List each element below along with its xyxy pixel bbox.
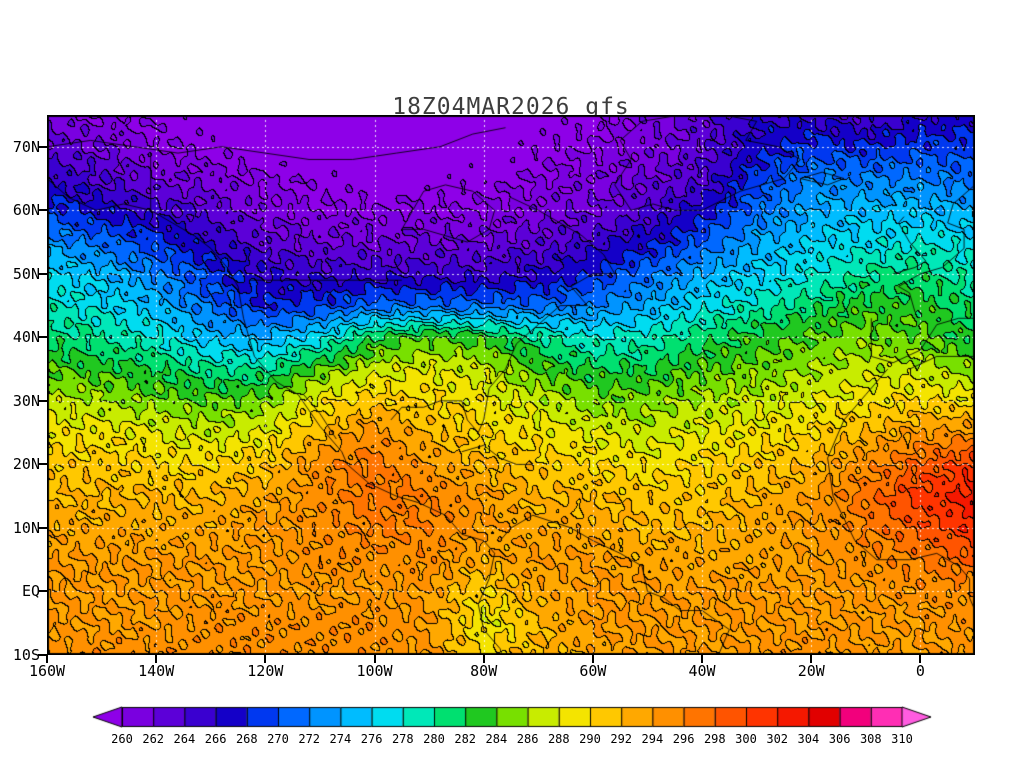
colorbar-label-298: 298 [703,732,726,746]
colorbar-label-274: 274 [329,732,352,746]
lon-tick [373,655,376,663]
colorbar-label-290: 290 [579,732,601,746]
colorbar-label-266: 266 [204,732,227,746]
colorbar-label-300: 300 [735,732,757,746]
lat-label-10S: 10S [12,646,40,664]
lon-tick [919,655,922,663]
lat-tick [38,590,47,593]
lat-tick [38,336,47,339]
colorbar-label-276: 276 [360,732,383,746]
lat-tick [38,399,47,402]
colorbar-label-292: 292 [610,732,633,746]
lat-label-60N: 60N [12,201,40,220]
lat-label-10N: 10N [12,518,40,537]
lat-tick [38,145,47,148]
lat-label-70N: 70N [12,137,40,156]
lat-tick [38,463,47,466]
colorbar-label-310: 310 [891,732,913,746]
lon-label-0: 0 [915,662,925,680]
colorbar-label-304: 304 [797,732,820,746]
colorbar-label-278: 278 [391,732,414,746]
lat-tick [38,654,47,656]
lat-label-50N: 50N [12,264,40,283]
lat-label-EQ: EQ [21,582,40,601]
temperature-contour-map [47,115,975,655]
lon-tick [46,655,48,663]
colorbar-label-284: 284 [485,732,508,746]
colorbar-label-272: 272 [298,732,321,746]
lat-tick [38,526,47,529]
lon-label-160W: 160W [28,662,66,680]
lon-label-120W: 120W [247,662,284,680]
lon-label-20W: 20W [797,662,825,680]
colorbar-label-296: 296 [672,732,695,746]
lat-label-30N: 30N [12,391,40,410]
lon-label-140W: 140W [138,662,175,680]
colorbar-label-302: 302 [766,732,789,746]
colorbar-label-286: 286 [516,732,539,746]
lon-label-40W: 40W [688,662,716,680]
colorbar-label-262: 262 [142,732,165,746]
colorbar-label-282: 282 [454,732,477,746]
lon-label-80W: 80W [470,662,498,680]
lon-tick [264,655,267,663]
colorbar-label-280: 280 [423,732,445,746]
lat-tick [38,272,47,275]
colorbar-label-288: 288 [547,732,570,746]
colorbar-label-294: 294 [641,732,664,746]
lon-tick [810,655,813,663]
lon-tick [591,655,594,663]
colorbar [92,706,932,728]
lon-tick [701,655,704,663]
lat-label-20N: 20N [12,455,40,474]
colorbar-label-308: 308 [859,732,882,746]
colorbar-label-260: 260 [111,732,133,746]
colorbar-label-270: 270 [267,732,289,746]
colorbar-label-268: 268 [235,732,258,746]
lat-tick [38,209,47,212]
lon-tick [155,655,158,663]
lon-tick [482,655,485,663]
colorbar-label-264: 264 [173,732,196,746]
colorbar-label-306: 306 [828,732,851,746]
lon-label-60W: 60W [579,662,607,680]
lon-label-100W: 100W [356,662,393,680]
lat-label-40N: 40N [12,328,40,347]
